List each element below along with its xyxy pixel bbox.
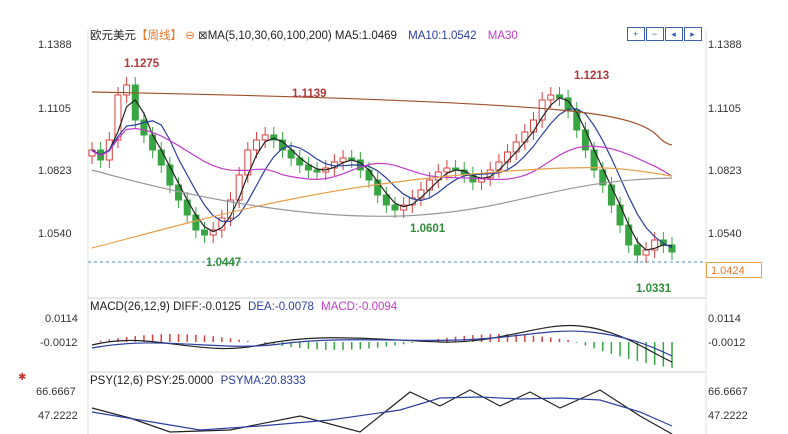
panel-marker-icon: ✱ — [18, 372, 27, 383]
y-label-right: 1.0823 — [708, 165, 742, 177]
candle-body — [538, 99, 546, 121]
diff-line — [91, 324, 673, 363]
macd-dea: DEA:-0.0078 — [248, 301, 314, 313]
psy-line — [91, 389, 673, 434]
candle-body — [114, 94, 122, 141]
ma10-value: MA10:1.0542 — [408, 30, 477, 42]
candle-body — [183, 199, 191, 216]
y-label-left: 1.0823 — [38, 165, 72, 177]
dea-line — [91, 330, 673, 357]
ma200-line — [91, 169, 673, 217]
ma-params-label[interactable]: MA(5,10,30,60,100,200) — [207, 30, 332, 42]
candle-body — [149, 134, 157, 151]
y-label-left: 1.1105 — [38, 103, 71, 115]
macd-value: MACD:-0.0094 — [321, 301, 398, 313]
period-selector[interactable]: 【周线】 — [136, 30, 182, 42]
move-left-icon[interactable]: ◂ — [665, 27, 683, 41]
indicator-icon[interactable]: ⊠ — [198, 30, 208, 42]
ma60-line — [91, 167, 673, 249]
psy-name[interactable]: PSY(12,6) — [90, 375, 144, 387]
candle-body — [374, 179, 382, 196]
high-annotation: 1.1213 — [574, 70, 610, 82]
candle-body — [201, 229, 209, 236]
candle-body — [651, 239, 659, 251]
candle-body — [668, 244, 676, 253]
y-label-right: 1.1388 — [708, 39, 742, 51]
low-annotation: 1.0331 — [636, 283, 672, 295]
chart-tools: + − ◂ ▸ — [626, 26, 702, 41]
psyma-value: PSYMA:20.8333 — [220, 375, 306, 387]
candle-body — [400, 204, 408, 211]
move-right-icon[interactable]: ▸ — [684, 27, 702, 41]
candle-body — [252, 139, 260, 151]
candle-body — [270, 134, 278, 141]
candle-body — [642, 249, 650, 256]
y-label-left: 1.1388 — [38, 39, 72, 51]
ma30-label: MA30 — [487, 30, 518, 42]
y-label-left: 1.0540 — [38, 228, 72, 240]
psy-y-label-right: 66.6667 — [708, 386, 748, 398]
ma30-line — [91, 127, 673, 181]
psyma-line — [91, 396, 673, 431]
macd-diff: DIFF:-0.0125 — [173, 301, 241, 313]
candle-body — [633, 244, 641, 256]
psy-y-label-right: 47.2222 — [708, 410, 748, 422]
candle-body — [391, 204, 399, 211]
zoom-in-icon[interactable]: + — [627, 27, 645, 41]
candle-body — [564, 97, 572, 111]
settings-circle-icon[interactable]: ⊖ — [185, 30, 195, 42]
main-legend: 欧元美元【周线】 ⊖ ⊠MA(5,10,30,60,100,200) MA5:1… — [90, 27, 518, 43]
candle-body — [443, 167, 451, 173]
psy-legend: PSY(12,6) PSY:25.0000 PSYMA:20.8333 — [90, 375, 306, 387]
y-label-right: 1.1105 — [708, 103, 741, 115]
candle-body — [616, 204, 624, 226]
ma5-value: MA5:1.0469 — [334, 30, 397, 42]
candle-body — [521, 131, 529, 143]
y-label-right: 1.0540 — [708, 228, 742, 240]
low-annotation: 1.0601 — [410, 223, 446, 235]
low-annotation: 1.0447 — [206, 257, 242, 269]
candle-body — [140, 119, 148, 136]
candle-body — [166, 164, 174, 186]
candle-body — [495, 161, 503, 171]
high-annotation: 1.1275 — [124, 58, 160, 70]
candle-body — [209, 229, 217, 236]
candle-body — [157, 149, 165, 166]
candle-body — [261, 134, 269, 141]
candle-body — [547, 94, 555, 101]
candle-body — [123, 84, 131, 96]
psy-y-label-left: 66.6667 — [36, 386, 76, 398]
candle-body — [607, 184, 615, 206]
candle-body — [365, 169, 373, 181]
candle-body — [313, 169, 321, 173]
candle-body — [599, 169, 607, 186]
ma10-line — [91, 108, 673, 249]
candle-body — [417, 189, 425, 199]
ma-annotation: 1.1139 — [292, 88, 327, 100]
instrument-title: 欧元美元 — [90, 30, 136, 42]
candle-body — [339, 157, 347, 163]
macd-y-label-right: 0.0114 — [708, 313, 741, 325]
macd-y-label-left: 0.0114 — [45, 313, 78, 325]
candle-body — [590, 149, 598, 171]
candle-body — [304, 164, 312, 171]
ma5-line — [91, 97, 673, 251]
current-price-tag: 1.0424 — [706, 262, 762, 278]
zoom-out-icon[interactable]: − — [646, 27, 664, 41]
candle-body — [235, 174, 243, 201]
macd-y-label-left: -0.0012 — [40, 337, 78, 349]
psy-value: PSY:25.0000 — [146, 375, 214, 387]
macd-name[interactable]: MACD(26,12,9) — [90, 301, 170, 313]
psy-y-label-left: 47.2222 — [38, 410, 78, 422]
ma100-line — [91, 91, 673, 146]
macd-y-label-right: -0.0012 — [708, 337, 746, 349]
candle-body — [382, 194, 390, 206]
macd-legend: MACD(26,12,9) DIFF:-0.0125 DEA:-0.0078 M… — [90, 301, 397, 313]
